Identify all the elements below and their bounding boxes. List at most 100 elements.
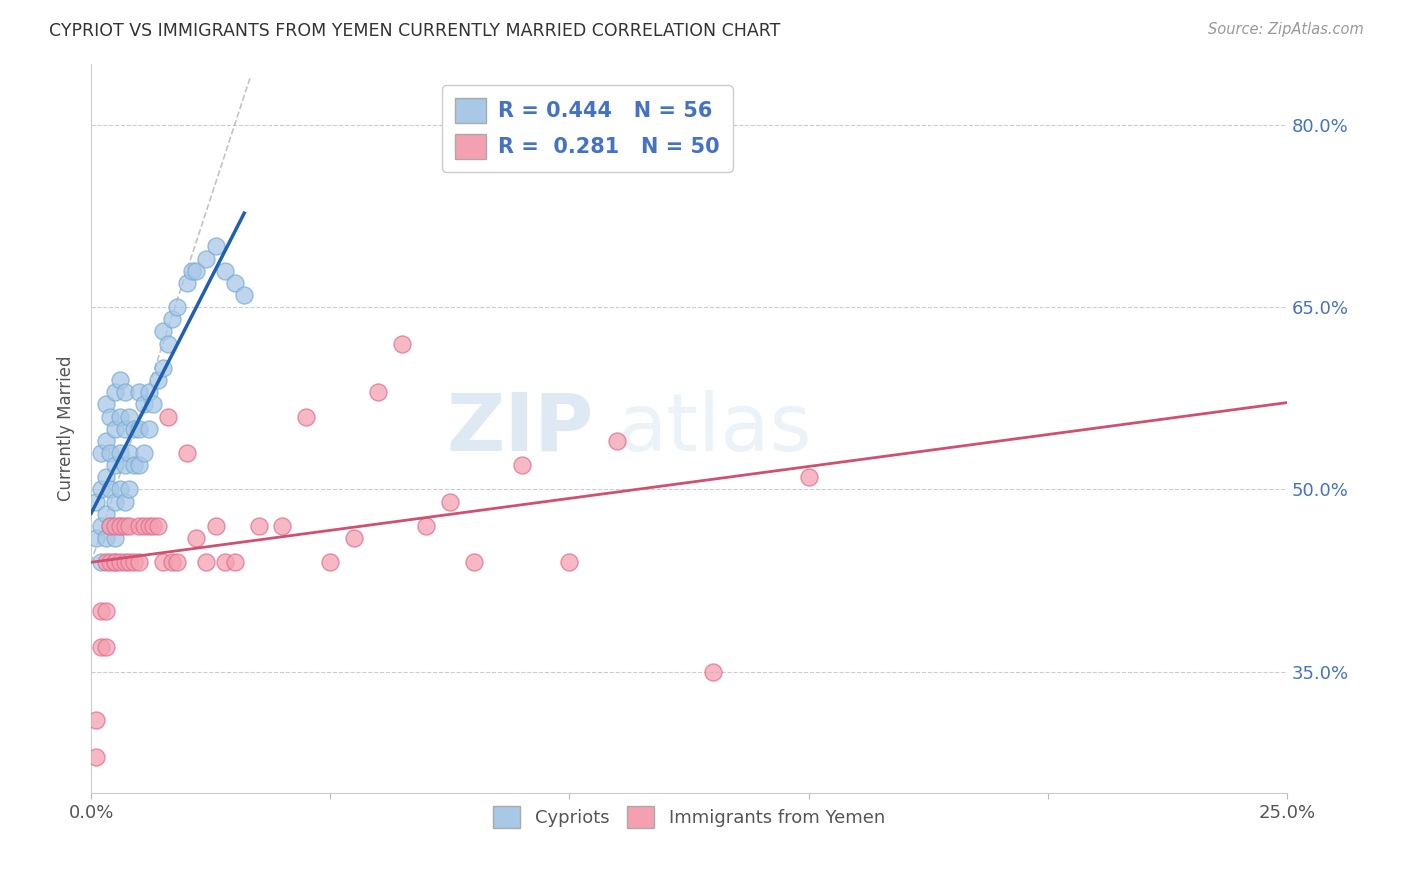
Point [118, 556, 141, 570]
Point [247, 519, 270, 533]
Point [114, 519, 136, 533]
Point [132, 519, 155, 533]
Point [90, 640, 112, 655]
Point [224, 276, 246, 290]
Point [114, 494, 136, 508]
Point [797, 470, 820, 484]
Point [295, 409, 318, 424]
Point [204, 519, 226, 533]
Point [84, 531, 107, 545]
Point [146, 519, 169, 533]
Point [104, 385, 127, 400]
Point [114, 458, 136, 472]
Point [233, 288, 256, 302]
Text: CYPRIOT VS IMMIGRANTS FROM YEMEN CURRENTLY MARRIED CORRELATION CHART: CYPRIOT VS IMMIGRANTS FROM YEMEN CURRENT… [49, 22, 780, 40]
Point [98, 409, 121, 424]
Point [176, 276, 198, 290]
Point [156, 336, 179, 351]
Point [118, 409, 141, 424]
Point [98, 519, 121, 533]
Point [104, 422, 127, 436]
Point [166, 556, 188, 570]
Point [84, 714, 107, 728]
Point [98, 446, 121, 460]
Point [186, 531, 208, 545]
Point [94, 470, 117, 484]
Point [142, 397, 165, 411]
Point [118, 519, 141, 533]
Point [108, 519, 131, 533]
Point [194, 556, 217, 570]
Point [152, 325, 174, 339]
Point [84, 494, 107, 508]
Point [118, 446, 141, 460]
Point [94, 556, 117, 570]
Point [114, 385, 136, 400]
Point [132, 397, 155, 411]
Point [94, 604, 117, 618]
Point [271, 519, 294, 533]
Point [152, 360, 174, 375]
Point [94, 397, 117, 411]
Point [108, 556, 131, 570]
Point [146, 373, 169, 387]
Point [132, 446, 155, 460]
Point [108, 409, 131, 424]
Point [94, 531, 117, 545]
Point [224, 556, 246, 570]
Point [180, 263, 202, 277]
Point [214, 263, 236, 277]
Y-axis label: Currently Married: Currently Married [58, 356, 75, 501]
Point [558, 556, 581, 570]
Point [204, 239, 226, 253]
Point [606, 434, 628, 448]
Point [162, 556, 184, 570]
Point [114, 422, 136, 436]
Point [84, 750, 107, 764]
Point [90, 519, 112, 533]
Point [90, 556, 112, 570]
Point [194, 252, 217, 266]
Point [319, 556, 342, 570]
Point [104, 494, 127, 508]
Point [391, 336, 413, 351]
Point [90, 446, 112, 460]
Point [214, 556, 236, 570]
Point [108, 373, 131, 387]
Point [90, 604, 112, 618]
Point [122, 458, 145, 472]
Point [108, 446, 131, 460]
Point [94, 507, 117, 521]
Point [152, 556, 174, 570]
Point [138, 422, 160, 436]
Point [94, 640, 117, 655]
Point [118, 483, 141, 497]
Point [162, 312, 184, 326]
Point [104, 519, 127, 533]
Point [90, 483, 112, 497]
Point [108, 483, 131, 497]
Point [138, 519, 160, 533]
Point [138, 385, 160, 400]
Point [98, 519, 121, 533]
Point [463, 556, 485, 570]
Point [702, 665, 724, 679]
Point [128, 385, 150, 400]
Point [128, 458, 150, 472]
Point [108, 519, 131, 533]
Point [104, 531, 127, 545]
Point [128, 556, 150, 570]
Point [128, 519, 150, 533]
Point [156, 409, 179, 424]
Point [104, 458, 127, 472]
Point [98, 483, 121, 497]
Point [114, 556, 136, 570]
Point [94, 434, 117, 448]
Point [343, 531, 366, 545]
Point [122, 422, 145, 436]
Legend: Cypriots, Immigrants from Yemen: Cypriots, Immigrants from Yemen [486, 799, 893, 836]
Point [367, 385, 389, 400]
Point [122, 556, 145, 570]
Point [510, 458, 533, 472]
Text: ZIP: ZIP [446, 390, 593, 467]
